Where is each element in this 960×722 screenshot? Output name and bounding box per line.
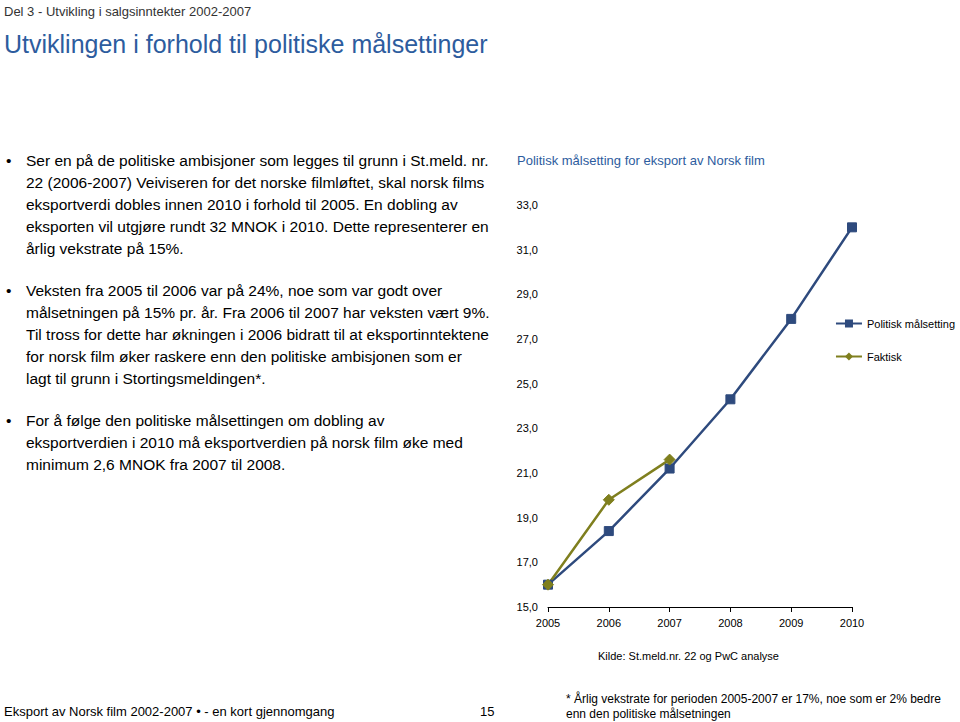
html-text:Ser en på de politiske ambisjo: Ser en på de politiske ambisjoner som le… (26, 152, 489, 257)
svg-text:2005: 2005 (536, 617, 560, 629)
svg-text:33,0: 33,0 (517, 199, 538, 211)
svg-text:2007: 2007 (657, 617, 681, 629)
html-text:* Årlig vekstrate for perioden: * Årlig vekstrate for perioden 2005-2007… (566, 692, 941, 721)
svg-text:19,0: 19,0 (517, 512, 538, 524)
svg-text:25,0: 25,0 (517, 378, 538, 390)
svg-text:29,0: 29,0 (517, 288, 538, 300)
svg-text:15,0: 15,0 (517, 601, 538, 613)
svg-text:2010: 2010 (840, 617, 864, 629)
svg-text:2009: 2009 (779, 617, 803, 629)
svg-text:31,0: 31,0 (517, 244, 538, 256)
svg-text:21,0: 21,0 (517, 467, 538, 479)
html-text:Kilde: St.meld.nr. 22 og PwC a: Kilde: St.meld.nr. 22 og PwC analyse (598, 650, 779, 662)
html-text:15: 15 (480, 704, 495, 719)
svg-text:23,0: 23,0 (517, 422, 538, 434)
svg-text:27,0: 27,0 (517, 333, 538, 345)
html-text:Veksten fra 2005 til 2006 var: Veksten fra 2005 til 2006 var på 24%, no… (26, 282, 490, 387)
svg-text:Politisk målsetting for ekspor: Politisk målsetting for eksport av Norsk… (517, 153, 765, 168)
html-text:Del 3 - Utvikling i salgsinnte: Del 3 - Utvikling i salgsinntekter 2002-… (4, 4, 252, 19)
svg-text:2008: 2008 (718, 617, 742, 629)
html-text:Utviklingen i forhold til poli: Utviklingen i forhold til politiske måls… (4, 30, 488, 58)
svg-text:Faktisk: Faktisk (867, 351, 902, 363)
svg-text:Politisk målsetting: Politisk målsetting (867, 318, 955, 330)
html-text:Eksport av Norsk film 2002-200: Eksport av Norsk film 2002-2007 • - en k… (4, 704, 335, 719)
svg-text:2006: 2006 (597, 617, 621, 629)
html-text:For å følge den politiske måls: For å følge den politiske målsettingen o… (26, 412, 463, 473)
svg-text:17,0: 17,0 (517, 556, 538, 568)
